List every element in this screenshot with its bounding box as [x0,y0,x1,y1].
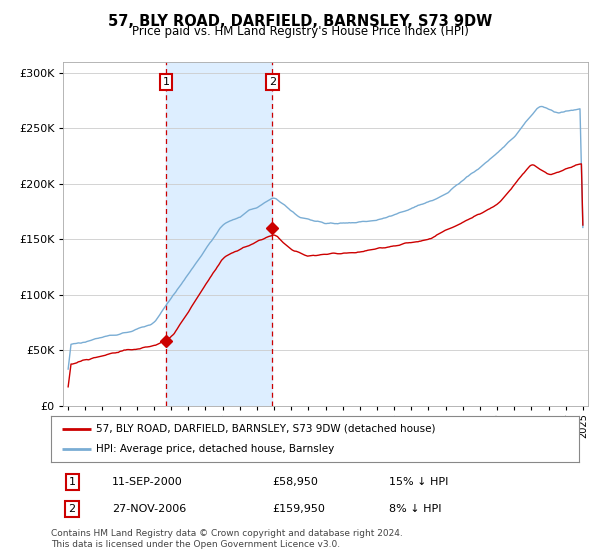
Text: 2: 2 [269,77,276,87]
Text: £58,950: £58,950 [273,477,319,487]
Text: 8% ↓ HPI: 8% ↓ HPI [389,504,442,514]
Text: Contains HM Land Registry data © Crown copyright and database right 2024.
This d: Contains HM Land Registry data © Crown c… [51,529,403,549]
Text: 1: 1 [68,477,76,487]
Text: 1: 1 [163,77,169,87]
Text: £159,950: £159,950 [273,504,326,514]
Text: 2: 2 [68,504,76,514]
Text: 57, BLY ROAD, DARFIELD, BARNSLEY, S73 9DW (detached house): 57, BLY ROAD, DARFIELD, BARNSLEY, S73 9D… [96,424,436,434]
Text: 57, BLY ROAD, DARFIELD, BARNSLEY, S73 9DW: 57, BLY ROAD, DARFIELD, BARNSLEY, S73 9D… [108,14,492,29]
Text: HPI: Average price, detached house, Barnsley: HPI: Average price, detached house, Barn… [96,444,334,454]
Text: 11-SEP-2000: 11-SEP-2000 [112,477,182,487]
Text: 15% ↓ HPI: 15% ↓ HPI [389,477,448,487]
Text: 27-NOV-2006: 27-NOV-2006 [112,504,186,514]
Text: Price paid vs. HM Land Registry's House Price Index (HPI): Price paid vs. HM Land Registry's House … [131,25,469,38]
Bar [166,62,272,406]
